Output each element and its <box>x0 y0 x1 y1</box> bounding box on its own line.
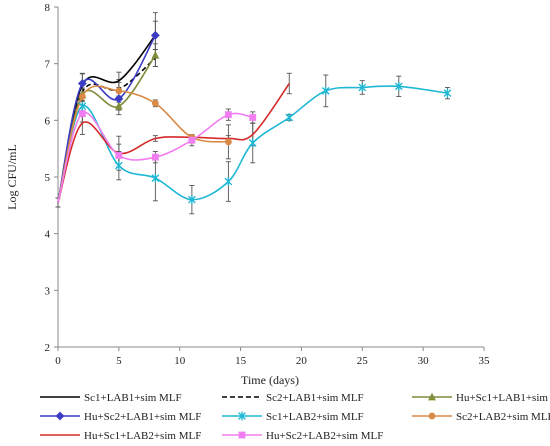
y-tick-label: 6 <box>45 115 51 127</box>
legend-item: Sc2+LAB2+sim MLF <box>412 411 550 423</box>
legend-swatch-marker <box>238 431 246 439</box>
data-point <box>151 153 159 161</box>
axes <box>54 6 485 351</box>
data-point <box>115 87 123 95</box>
legend-swatch-marker <box>428 412 436 420</box>
data-point <box>321 86 330 96</box>
x-tick-label: 0 <box>55 355 61 367</box>
y-tick-label: 4 <box>45 229 51 241</box>
y-tick-label: 8 <box>45 2 51 14</box>
x-tick-label: 10 <box>174 355 186 367</box>
data-point <box>187 195 196 205</box>
legend-label: Sc2+LAB1+sim MLF <box>266 392 364 404</box>
legend-label: Hu+Sc2+LAB1+sim MLF <box>84 411 201 423</box>
data-point <box>151 99 159 107</box>
data-point <box>78 93 86 100</box>
data-point <box>150 30 160 40</box>
data-point <box>77 79 87 88</box>
legend-item: Sc1+LAB2+sim MLF <box>222 411 364 423</box>
x-tick-label: 35 <box>479 355 491 367</box>
legend-item: Hu+Sc1+LAB1+sim MLF <box>412 392 550 404</box>
x-axis-label: Time (days) <box>241 373 299 387</box>
data-point <box>78 110 86 117</box>
x-tick-label: 5 <box>116 355 122 367</box>
legend-swatch-marker <box>55 411 65 421</box>
tick-labels: 2 3 4 5 6 7 8 0 5 10 15 20 25 30 35 <box>45 2 491 367</box>
series-line-7 <box>57 83 290 203</box>
legend: Sc1+LAB1+sim MLF Sc2+LAB1+sim MLF Hu+Sc1+L… <box>40 392 550 442</box>
y-tick-label: 5 <box>45 172 51 184</box>
x-tick-label: 20 <box>296 355 308 367</box>
legend-label: Sc2+LAB2+sim MLF <box>456 411 550 423</box>
data-point <box>114 101 123 110</box>
data-point <box>78 101 87 111</box>
data-point <box>188 136 196 144</box>
data-point <box>394 81 403 91</box>
legend-label: Sc1+LAB1+sim MLF <box>84 392 182 404</box>
y-tick-label: 3 <box>45 285 51 297</box>
error-bars <box>55 12 450 215</box>
y-tick-label: 7 <box>45 59 51 71</box>
data-point <box>114 94 124 104</box>
y-axis-label: Log CFU/mL <box>5 144 19 210</box>
legend-label: Hu+Sc2+LAB2+sim MLF <box>266 430 383 442</box>
data-point <box>151 173 160 183</box>
data-point <box>285 113 294 122</box>
data-point <box>224 177 233 186</box>
legend-swatch-marker <box>428 392 436 401</box>
legend-item: Hu+Sc1+LAB2+sim MLF <box>40 430 201 442</box>
data-point <box>225 138 232 146</box>
series-line-4 <box>57 34 157 203</box>
data-point <box>114 161 123 171</box>
legend-item: Hu+Sc2+LAB2+sim MLF <box>222 430 383 442</box>
legend-item: Sc1+LAB1+sim MLF <box>40 392 182 404</box>
data-point <box>115 152 123 159</box>
data-point <box>225 111 232 119</box>
data-point <box>358 83 367 92</box>
legend-swatch-marker <box>238 411 246 421</box>
y-tick-label: 2 <box>45 342 51 354</box>
legend-label: Sc1+LAB2+sim MLF <box>266 411 364 423</box>
legend-label: Hu+Sc1+LAB2+sim MLF <box>84 430 201 442</box>
series-markers <box>77 30 452 205</box>
data-point <box>249 114 257 121</box>
legend-item: Hu+Sc2+LAB1+sim MLF <box>40 411 201 423</box>
x-tick-label: 30 <box>418 355 430 367</box>
legend-item: Sc2+LAB1+sim MLF <box>222 392 364 404</box>
data-point <box>443 88 452 98</box>
x-tick-label: 15 <box>235 355 247 367</box>
x-tick-label: 25 <box>357 355 369 367</box>
data-point <box>248 138 257 148</box>
legend-label: Hu+Sc1+LAB1+sim MLF <box>456 392 550 404</box>
data-point <box>151 50 160 59</box>
